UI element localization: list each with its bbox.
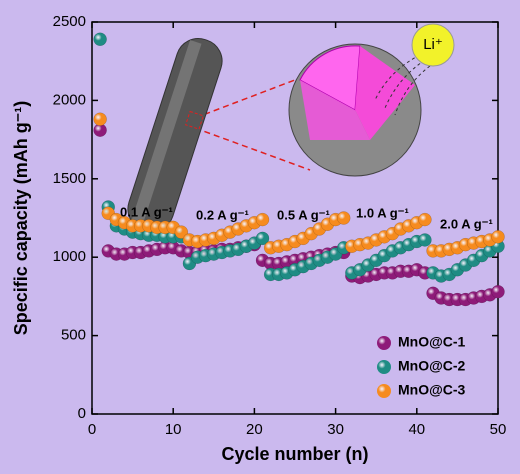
data-point: [491, 230, 505, 244]
data-point: [255, 231, 270, 246]
y-tick-label: 2500: [53, 13, 86, 30]
data-point: [418, 233, 432, 247]
x-axis-label: Cycle number (n): [221, 444, 368, 464]
rate-annotation: 1.0 A g⁻¹: [356, 205, 409, 220]
y-tick-label: 2000: [53, 91, 86, 108]
legend-marker: [377, 336, 391, 350]
rate-annotation: 0.2 A g⁻¹: [196, 207, 249, 222]
inset-label: Li⁺: [423, 36, 443, 53]
legend-label: MnO@C-3: [398, 382, 466, 398]
rate-annotation: 0.5 A g⁻¹: [277, 207, 330, 222]
x-tick-label: 40: [408, 421, 425, 438]
plot-frame: [91, 21, 499, 415]
x-tick-label: 0: [88, 421, 96, 438]
y-axis-label: Specific capacity (mAh g⁻¹): [11, 101, 31, 336]
data-point: [418, 212, 432, 227]
y-tick-label: 1000: [53, 248, 86, 265]
x-tick-label: 10: [165, 421, 182, 438]
data-point: [93, 32, 107, 46]
legend-label: MnO@C-2: [398, 358, 466, 374]
data-point: [255, 212, 270, 227]
x-tick-label: 50: [490, 421, 507, 438]
data-point: [93, 112, 107, 126]
data-point: [491, 284, 505, 299]
y-tick-label: 1500: [53, 170, 86, 187]
legend-label: MnO@C-1: [398, 334, 466, 350]
x-tick-label: 20: [246, 421, 263, 438]
data-point: [174, 225, 189, 239]
inset-illustration: [127, 23, 455, 232]
rate-annotation: 2.0 A g⁻¹: [440, 216, 493, 231]
y-tick-label: 500: [61, 327, 86, 344]
legend-marker: [377, 384, 391, 398]
rate-annotation: 0.1 A g⁻¹: [120, 204, 173, 219]
y-tick-label: 0: [78, 405, 86, 422]
legend-marker: [377, 360, 391, 374]
x-tick-label: 30: [327, 421, 344, 438]
data-point: [336, 211, 351, 225]
